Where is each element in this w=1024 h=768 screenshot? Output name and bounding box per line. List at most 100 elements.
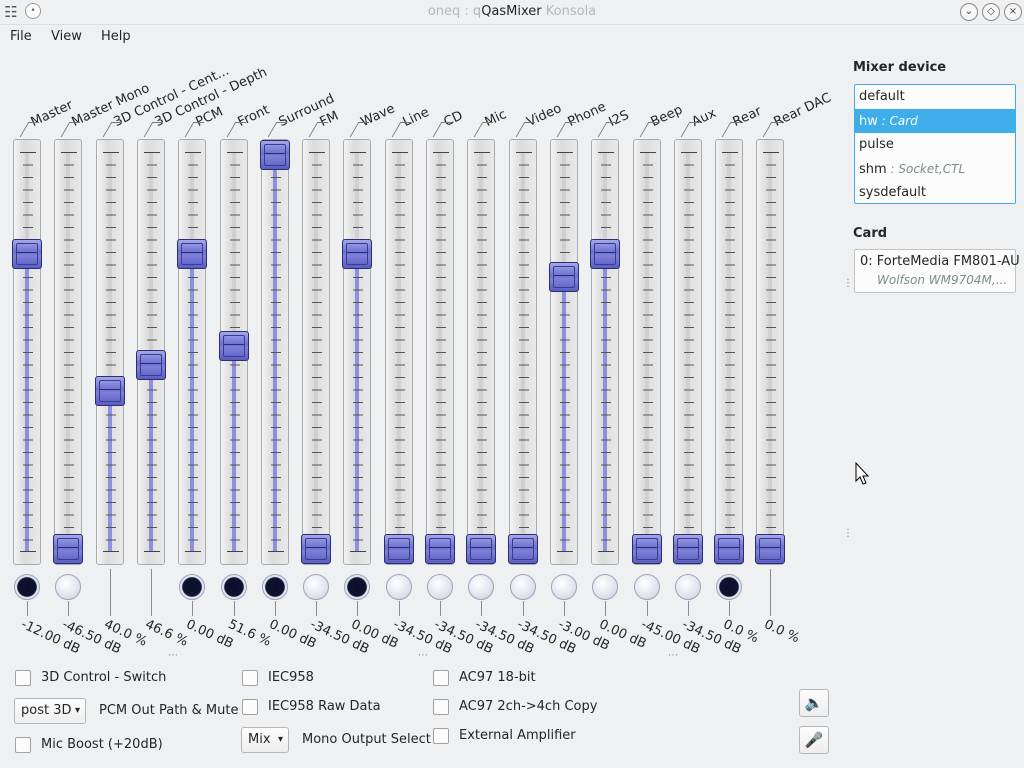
slider-handle[interactable] <box>425 534 455 564</box>
splitter-handle[interactable]: ⋯ <box>668 650 678 661</box>
maximize-button[interactable]: ◇ <box>982 3 1000 21</box>
channel-label-tick <box>680 122 701 137</box>
scale-end-mark <box>681 152 697 153</box>
slider-handle[interactable] <box>755 534 785 564</box>
mixer-device-list[interactable]: default hw : Card pulse shm : Socket,CTL… <box>854 84 1016 204</box>
volume-slider[interactable] <box>95 139 125 565</box>
volume-slider[interactable] <box>177 139 207 565</box>
splitter-handle[interactable]: ⋯ <box>418 650 428 661</box>
mute-toggle[interactable] <box>634 574 660 600</box>
slider-handle[interactable] <box>95 376 125 406</box>
volume-slider[interactable] <box>508 139 538 565</box>
device-item-default[interactable]: default <box>855 85 1015 109</box>
channel-label-tick <box>639 122 660 137</box>
device-sub: : Card <box>877 114 918 128</box>
title-main: QasMixer <box>481 4 542 19</box>
slider-handle[interactable] <box>301 534 331 564</box>
card-info[interactable]: 0: ForteMedia FM801-AU Wolfson WM9704M,.… <box>854 249 1020 293</box>
device-item-hw[interactable]: hw : Card <box>855 109 1015 133</box>
slider-scale <box>684 152 694 552</box>
volume-slider[interactable] <box>673 139 703 565</box>
mute-toggle[interactable] <box>179 574 205 600</box>
slider-handle[interactable] <box>673 534 703 564</box>
slider-handle[interactable] <box>342 239 372 269</box>
iec958-label: IEC958 <box>268 670 314 685</box>
scale-end-mark <box>227 152 243 153</box>
mono-output-select[interactable]: Mix ▾ <box>241 727 289 753</box>
ext-amp-checkbox[interactable] <box>433 728 449 744</box>
volume-slider[interactable] <box>219 139 249 565</box>
mute-toggle[interactable] <box>14 574 40 600</box>
volume-slider[interactable] <box>12 139 42 565</box>
device-item-sysdefault[interactable]: sysdefault <box>855 181 1015 205</box>
slider-handle[interactable] <box>632 534 662 564</box>
volume-slider[interactable] <box>301 139 331 565</box>
iec958-raw-checkbox[interactable] <box>242 699 258 715</box>
menu-view[interactable]: View <box>51 29 82 44</box>
channel-value: 46.6 % <box>142 617 191 650</box>
device-name: default <box>859 89 905 104</box>
device-item-pulse[interactable]: pulse <box>855 133 1015 157</box>
volume-slider[interactable] <box>590 139 620 565</box>
slider-handle[interactable] <box>260 140 290 170</box>
value-connector <box>770 569 771 616</box>
volume-slider[interactable] <box>260 139 290 565</box>
mute-toggle[interactable] <box>221 574 247 600</box>
channel-label-tick <box>762 122 783 137</box>
volume-slider[interactable] <box>466 139 496 565</box>
iec958-checkbox[interactable] <box>242 670 258 686</box>
mute-toggle[interactable] <box>675 574 701 600</box>
slider-handle[interactable] <box>177 239 207 269</box>
capture-toggle-button[interactable]: 🎤 <box>799 726 829 754</box>
volume-slider[interactable] <box>53 139 83 565</box>
volume-slider[interactable] <box>136 139 166 565</box>
mute-toggle[interactable] <box>592 574 618 600</box>
playback-toggle-button[interactable]: 🔈 <box>799 689 829 717</box>
slider-handle[interactable] <box>549 262 579 292</box>
menu-file[interactable]: File <box>10 29 32 44</box>
device-item-shm[interactable]: shm : Socket,CTL <box>855 157 1015 181</box>
splitter-handle[interactable]: ⋯ <box>168 650 178 661</box>
mute-toggle[interactable] <box>716 574 742 600</box>
ac97-18bit-checkbox[interactable] <box>433 670 449 686</box>
slider-handle[interactable] <box>590 239 620 269</box>
mute-toggle[interactable] <box>551 574 577 600</box>
ac97-copy-checkbox[interactable] <box>433 699 449 715</box>
slider-handle[interactable] <box>136 350 166 380</box>
mute-toggle[interactable] <box>510 574 536 600</box>
mute-toggle[interactable] <box>468 574 494 600</box>
splitter-handle[interactable]: ⋮ <box>843 528 853 539</box>
volume-slider[interactable] <box>632 139 662 565</box>
slider-handle[interactable] <box>12 239 42 269</box>
mute-toggle[interactable] <box>344 574 370 600</box>
minimize-button[interactable]: ⌄ <box>960 3 978 21</box>
volume-slider[interactable] <box>342 139 372 565</box>
speaker-icon: 🔈 <box>804 694 824 712</box>
slider-handle[interactable] <box>219 331 249 361</box>
close-button[interactable]: × <box>1004 3 1022 21</box>
slider-handle[interactable] <box>508 534 538 564</box>
volume-slider[interactable] <box>384 139 414 565</box>
mic-boost-checkbox[interactable] <box>15 737 31 753</box>
slider-scale <box>395 152 405 552</box>
volume-slider[interactable] <box>549 139 579 565</box>
switch-3d-checkbox[interactable] <box>15 670 31 686</box>
slider-scale <box>64 152 74 552</box>
pin-icon[interactable]: • <box>25 3 41 19</box>
menu-help[interactable]: Help <box>101 29 131 44</box>
mute-toggle[interactable] <box>386 574 412 600</box>
volume-slider[interactable] <box>714 139 744 565</box>
slider-handle[interactable] <box>714 534 744 564</box>
mute-toggle[interactable] <box>427 574 453 600</box>
slider-handle[interactable] <box>384 534 414 564</box>
mute-toggle[interactable] <box>262 574 288 600</box>
volume-slider[interactable] <box>755 139 785 565</box>
mute-toggle[interactable] <box>55 574 81 600</box>
splitter-handle[interactable]: ⋮ <box>843 278 853 289</box>
mixer-app-icon[interactable]: ☷ <box>4 3 18 21</box>
volume-slider[interactable] <box>425 139 455 565</box>
slider-handle[interactable] <box>466 534 496 564</box>
mute-toggle[interactable] <box>303 574 329 600</box>
pcm-out-path-select[interactable]: post 3D ▾ <box>14 698 86 724</box>
slider-handle[interactable] <box>53 534 83 564</box>
